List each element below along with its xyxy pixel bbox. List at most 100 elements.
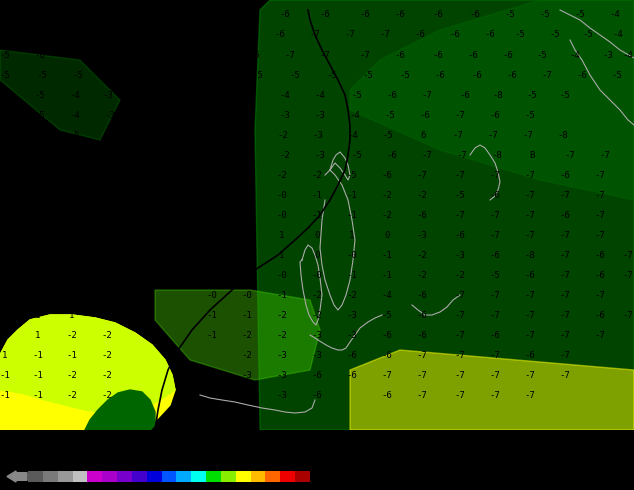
Text: -7: -7 (595, 230, 605, 240)
Text: -12: -12 (131, 483, 144, 489)
Text: -4: -4 (612, 30, 623, 40)
Text: -5: -5 (0, 50, 10, 59)
Text: -7: -7 (345, 30, 356, 40)
Text: -7: -7 (455, 171, 465, 179)
Text: -3: -3 (210, 111, 221, 120)
Text: -0: -0 (207, 191, 217, 199)
Text: -6: -6 (489, 191, 500, 199)
Text: -6: -6 (347, 370, 358, 379)
Text: 1: 1 (69, 230, 75, 240)
Text: -0: -0 (347, 250, 358, 260)
Text: -2: -2 (174, 111, 185, 120)
Text: -8: -8 (491, 150, 502, 160)
Text: -7: -7 (489, 350, 500, 360)
Text: -6: -6 (577, 71, 587, 79)
Text: 1: 1 (209, 230, 215, 240)
Text: -1: -1 (174, 150, 185, 160)
Text: 0: 0 (384, 230, 390, 240)
Text: 1: 1 (69, 250, 75, 260)
Polygon shape (0, 315, 175, 437)
Text: -4: -4 (347, 130, 358, 140)
Text: -7: -7 (417, 350, 427, 360)
Text: -7: -7 (524, 211, 535, 220)
Text: -5: -5 (37, 71, 48, 79)
Text: -4: -4 (35, 130, 46, 140)
Text: Height/Temp. 700 hPa [gdmp][°C] ECMWF: Height/Temp. 700 hPa [gdmp][°C] ECMWF (4, 434, 268, 447)
Text: -3: -3 (138, 91, 148, 99)
Text: -7: -7 (522, 130, 533, 140)
Text: -5: -5 (35, 91, 46, 99)
Text: 2: 2 (3, 311, 8, 319)
Text: -5: -5 (252, 71, 263, 79)
Text: -6: -6 (484, 30, 495, 40)
Text: -6: -6 (312, 370, 322, 379)
Text: -2: -2 (67, 330, 77, 340)
Text: 1: 1 (36, 270, 41, 279)
Text: -5: -5 (35, 111, 46, 120)
Text: -2: -2 (138, 130, 148, 140)
Text: -5: -5 (352, 150, 363, 160)
Text: 1: 1 (69, 191, 75, 199)
Polygon shape (255, 0, 634, 430)
Text: -3: -3 (347, 330, 358, 340)
Text: -3: -3 (242, 391, 252, 399)
Text: -7: -7 (380, 30, 391, 40)
Text: -7: -7 (359, 50, 370, 59)
Text: -6: -6 (435, 71, 445, 79)
Text: -7: -7 (524, 230, 535, 240)
Polygon shape (155, 290, 320, 380)
Text: 1: 1 (3, 230, 8, 240)
Text: -7: -7 (417, 171, 427, 179)
Text: -4: -4 (382, 291, 392, 299)
Text: -7: -7 (524, 291, 535, 299)
Text: -4: -4 (70, 91, 81, 99)
Text: -5: -5 (347, 171, 358, 179)
Text: -4: -4 (349, 111, 360, 120)
Text: -6: -6 (470, 10, 481, 20)
Text: -1: -1 (105, 150, 115, 160)
Text: -5: -5 (250, 50, 261, 59)
Text: 42: 42 (275, 483, 283, 489)
Text: -7: -7 (489, 391, 500, 399)
Text: -6: -6 (35, 50, 46, 59)
Text: -1: -1 (32, 391, 43, 399)
Text: -54: -54 (22, 483, 35, 489)
Text: -3: -3 (103, 91, 113, 99)
Text: -3: -3 (143, 71, 153, 79)
Text: -2: -2 (417, 250, 427, 260)
Text: -1: -1 (242, 311, 252, 319)
Text: -6: -6 (417, 211, 427, 220)
Text: -2: -2 (242, 330, 252, 340)
Text: -6: -6 (382, 330, 392, 340)
Text: © weatheronline.co.uk: © weatheronline.co.uk (488, 476, 630, 486)
FancyArrow shape (7, 471, 27, 482)
Text: -7: -7 (320, 50, 330, 59)
Bar (176, 471, 191, 482)
Text: -3: -3 (242, 370, 252, 379)
Text: -2: -2 (276, 311, 287, 319)
Text: -30: -30 (84, 483, 97, 489)
Text: -1: -1 (242, 171, 252, 179)
Text: -7: -7 (623, 250, 633, 260)
Text: -7: -7 (417, 370, 427, 379)
Text: -7: -7 (489, 230, 500, 240)
Text: -7: -7 (565, 150, 576, 160)
Text: -6: -6 (382, 350, 392, 360)
Text: -3: -3 (312, 330, 322, 340)
Text: -4: -4 (217, 71, 228, 79)
Text: 1: 1 (36, 291, 41, 299)
Text: 0: 0 (314, 250, 320, 260)
Text: -42: -42 (53, 483, 66, 489)
Text: 1: 1 (36, 250, 41, 260)
Text: -5: -5 (0, 71, 10, 79)
Text: 30: 30 (243, 483, 252, 489)
Text: -2: -2 (312, 311, 322, 319)
Text: -5: -5 (505, 10, 515, 20)
Text: -6: -6 (417, 330, 427, 340)
Bar (266, 471, 280, 482)
Text: -0: -0 (32, 171, 43, 179)
Text: -7: -7 (524, 171, 535, 179)
Text: -2: -2 (276, 171, 287, 179)
Text: -1: -1 (207, 330, 217, 340)
Bar (280, 471, 295, 482)
